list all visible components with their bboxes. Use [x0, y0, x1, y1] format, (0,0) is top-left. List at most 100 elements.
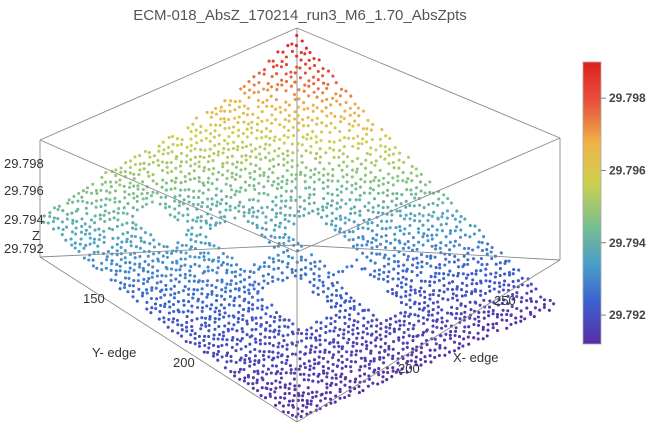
- data-point: [434, 247, 438, 251]
- data-point: [199, 148, 203, 152]
- data-point: [262, 191, 266, 195]
- data-point: [399, 371, 403, 376]
- data-point: [295, 33, 299, 38]
- data-point: [171, 142, 175, 146]
- data-point: [307, 79, 311, 83]
- data-point: [183, 272, 187, 276]
- data-point: [326, 82, 330, 86]
- data-point: [466, 335, 470, 339]
- data-point: [317, 58, 321, 62]
- data-point: [385, 219, 389, 223]
- data-point: [431, 201, 435, 205]
- data-point: [251, 283, 255, 287]
- data-point: [325, 371, 329, 375]
- data-point: [378, 333, 382, 337]
- data-point: [339, 115, 343, 119]
- data-point: [189, 137, 193, 141]
- data-point: [498, 284, 502, 289]
- data-point: [221, 162, 225, 166]
- data-point: [313, 264, 317, 268]
- data-point: [332, 140, 336, 144]
- data-point: [209, 207, 213, 211]
- data-point: [337, 350, 341, 354]
- data-point: [285, 265, 289, 269]
- data-point: [268, 129, 273, 133]
- data-point: [455, 225, 459, 229]
- data-point: [381, 211, 385, 215]
- data-point: [162, 148, 166, 152]
- data-point: [181, 213, 185, 217]
- z-axis: 29.798 29.796 29.794 29.792 Z: [4, 156, 44, 256]
- data-point: [363, 372, 367, 376]
- data-point: [397, 336, 401, 340]
- data-point: [304, 258, 308, 262]
- data-point: [88, 242, 92, 246]
- data-point: [281, 344, 285, 348]
- data-point: [473, 317, 477, 321]
- data-point: [299, 255, 303, 259]
- data-point: [379, 322, 383, 326]
- data-point: [353, 119, 357, 123]
- data-point: [429, 360, 433, 364]
- data-point: [468, 331, 472, 335]
- data-point: [387, 344, 391, 348]
- data-point: [442, 283, 446, 288]
- data-point: [182, 299, 186, 303]
- data-point: [273, 396, 278, 400]
- data-point: [355, 336, 359, 340]
- data-point: [259, 324, 263, 328]
- data-point: [156, 158, 160, 163]
- data-point: [212, 351, 216, 355]
- data-point: [197, 176, 201, 180]
- data-point: [321, 290, 326, 294]
- data-point: [373, 175, 377, 179]
- data-point: [203, 343, 207, 348]
- data-point: [476, 337, 480, 341]
- data-point: [233, 296, 237, 300]
- data-point: [207, 154, 211, 158]
- data-point: [140, 192, 144, 196]
- data-point: [258, 145, 262, 149]
- data-point: [343, 234, 347, 238]
- data-point: [138, 255, 142, 259]
- data-point: [225, 271, 229, 275]
- data-point: [151, 271, 155, 275]
- data-point: [110, 245, 114, 249]
- data-point: [300, 143, 304, 147]
- data-point: [306, 124, 310, 128]
- data-point: [65, 217, 69, 221]
- data-point: [193, 162, 197, 166]
- data-point: [91, 264, 95, 268]
- data-point: [384, 239, 389, 243]
- data-point: [103, 203, 107, 207]
- data-point: [377, 184, 381, 188]
- data-point: [265, 104, 269, 108]
- data-point: [281, 278, 285, 282]
- data-point: [258, 173, 262, 177]
- data-point: [264, 221, 268, 225]
- data-point: [170, 260, 174, 264]
- data-point: [463, 293, 468, 297]
- data-point: [186, 213, 190, 217]
- data-point: [238, 200, 242, 204]
- data-point: [264, 142, 268, 146]
- data-point: [347, 128, 351, 133]
- data-point: [345, 180, 349, 184]
- data-point: [318, 161, 322, 165]
- data-point: [365, 255, 369, 259]
- data-point: [185, 233, 189, 237]
- data-point: [381, 277, 386, 281]
- data-point: [221, 337, 225, 341]
- data-point: [246, 122, 251, 126]
- data-point: [172, 284, 177, 288]
- data-point: [443, 263, 447, 267]
- data-point: [312, 187, 316, 191]
- data-point: [125, 221, 129, 225]
- data-point: [99, 188, 103, 192]
- data-point: [407, 334, 411, 338]
- data-point: [147, 277, 151, 281]
- data-point: [455, 306, 459, 311]
- data-point: [509, 322, 513, 326]
- data-point: [167, 317, 171, 322]
- data-point: [355, 342, 359, 346]
